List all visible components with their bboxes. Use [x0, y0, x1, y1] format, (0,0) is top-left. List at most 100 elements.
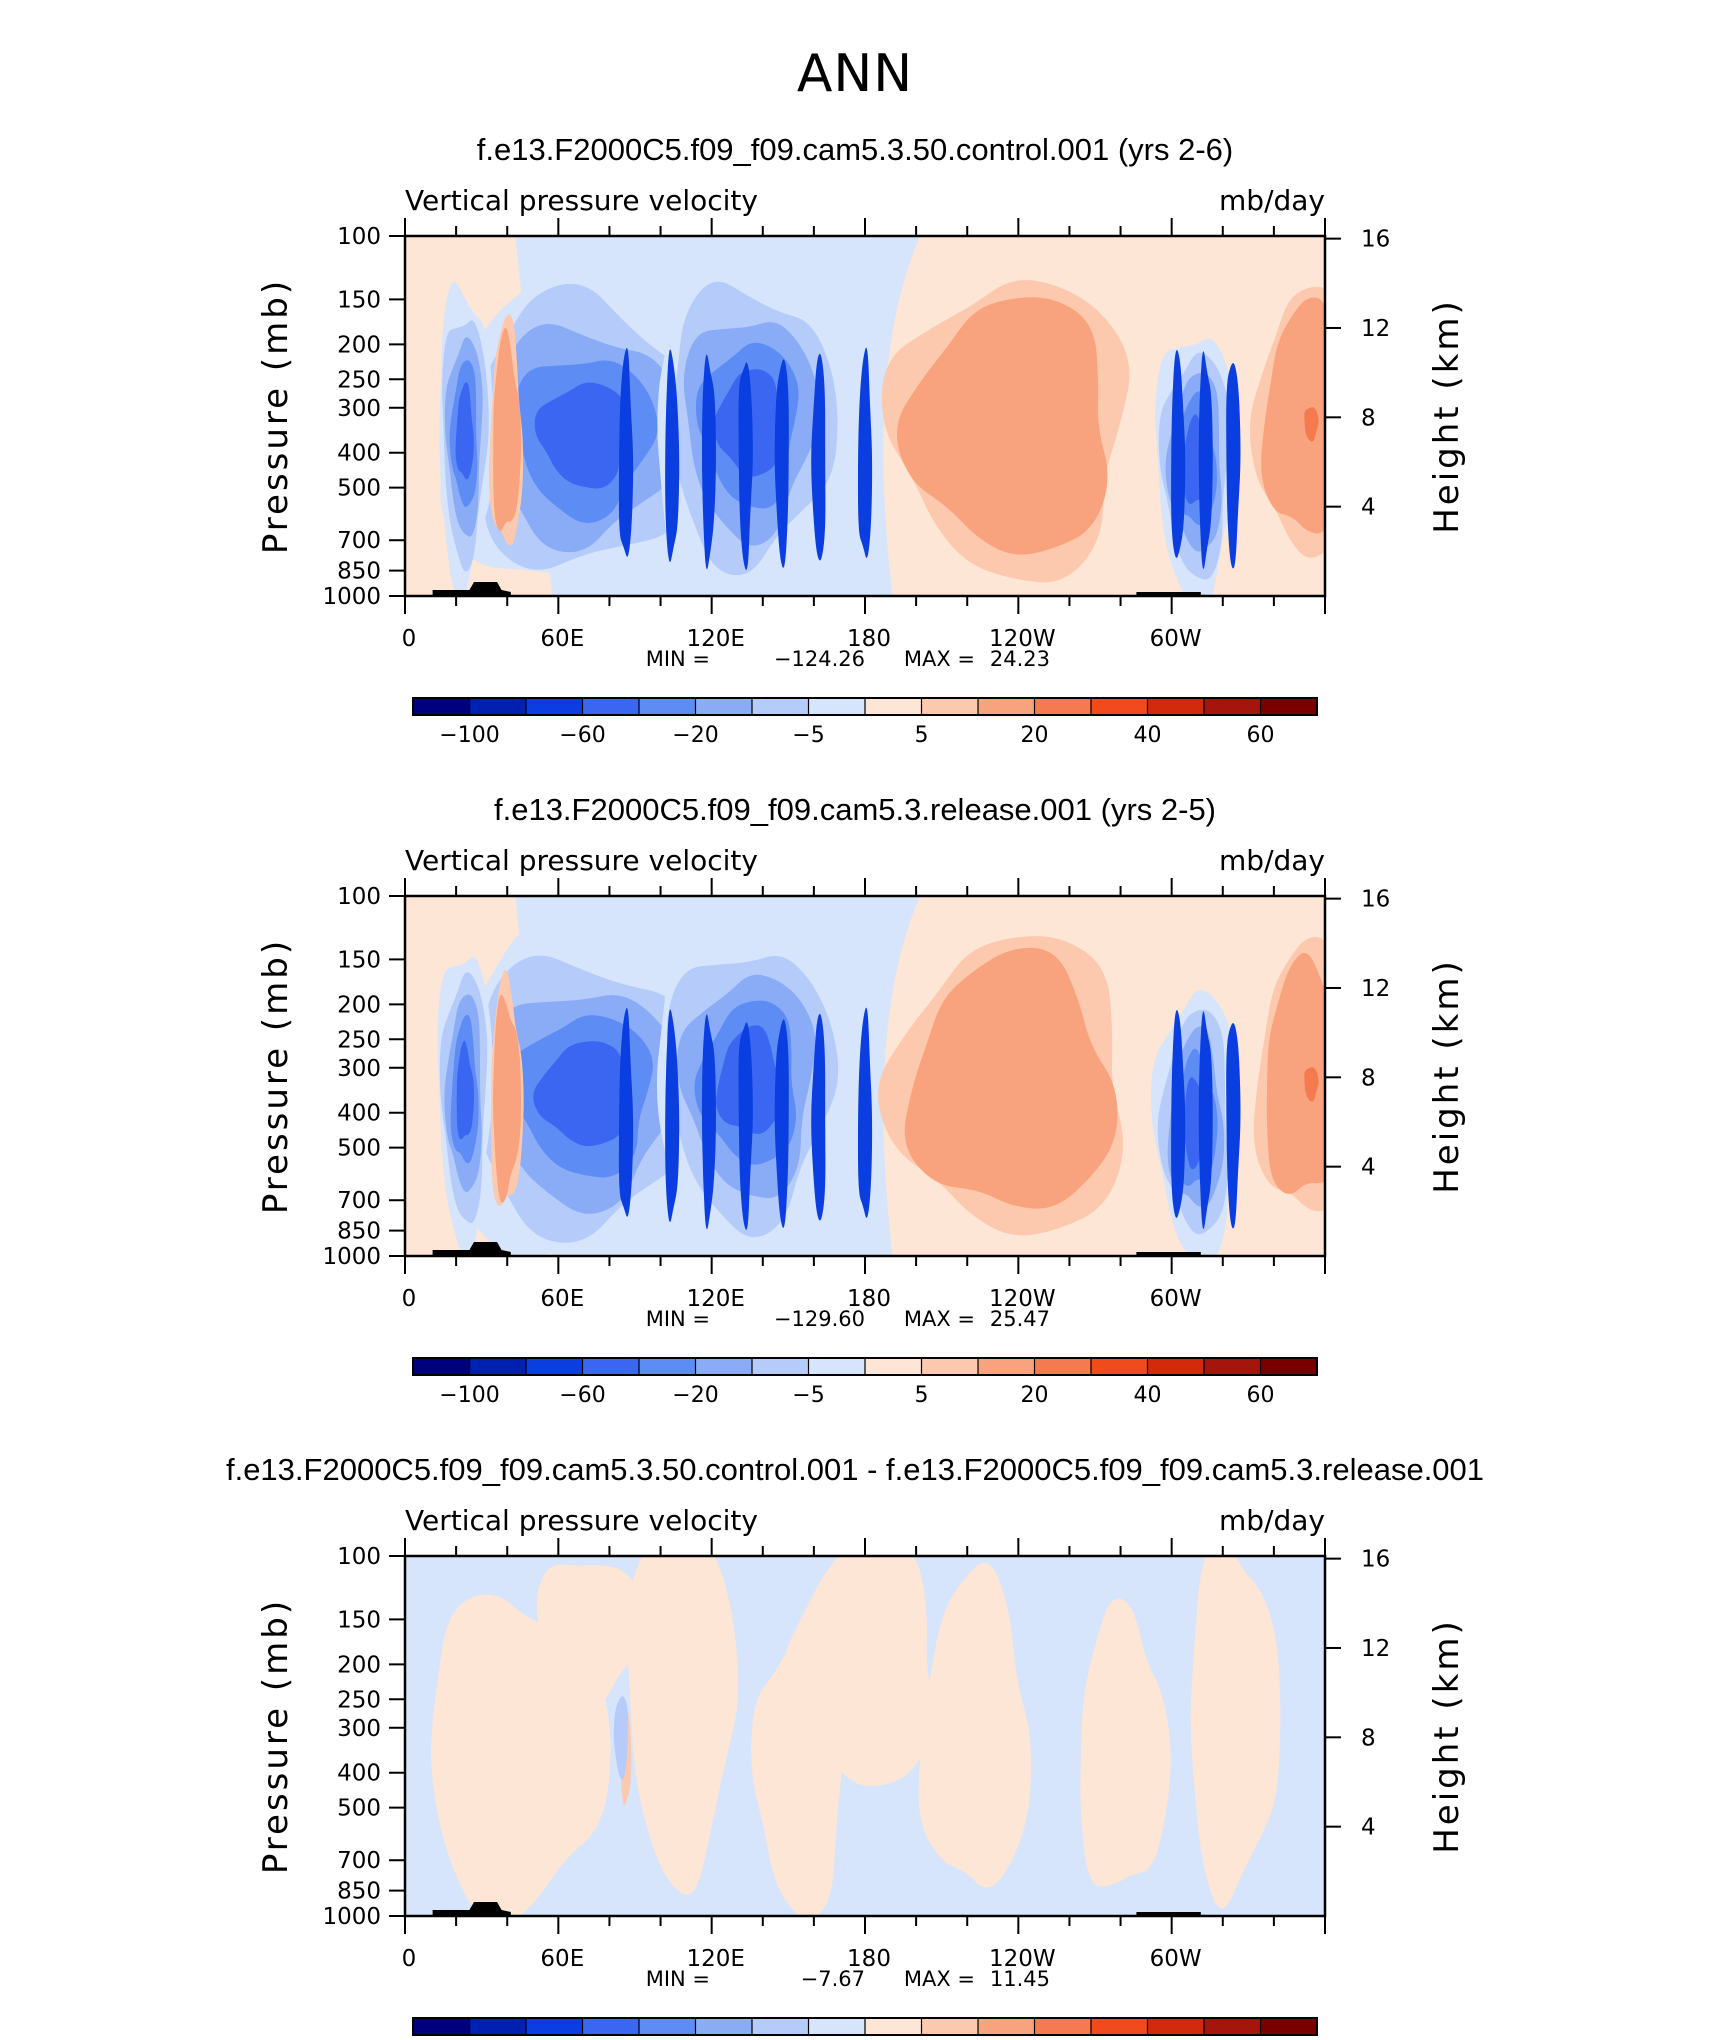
y-tick-label: 500: [337, 476, 381, 502]
min-label: MIN =: [646, 647, 710, 671]
colorbar-label: 20: [1021, 723, 1049, 748]
colorbar-label: 60: [1247, 723, 1275, 748]
colorbar-label: −5: [792, 1383, 824, 1408]
x-tick-label: 120W: [989, 1286, 1056, 1312]
x-tick-label: 60W: [1150, 1946, 1202, 1972]
y-tick-label: 1000: [322, 1904, 381, 1930]
y-tick-label-right: 8: [1361, 405, 1376, 431]
panel-subtitle-right: mb/day: [1219, 184, 1325, 217]
y-tick-label-right: 12: [1361, 316, 1390, 342]
y-tick-label: 400: [337, 441, 381, 467]
colorbar-swatch: [469, 698, 527, 715]
colorbar-label: −60: [559, 1383, 605, 1408]
y-tick-label-right: 4: [1361, 1815, 1376, 1841]
min-value: −7.67: [801, 1967, 865, 1991]
y-tick-label: 250: [337, 1027, 381, 1053]
topography: [432, 582, 1201, 596]
colorbar-swatch: [752, 2018, 809, 2035]
colorbar-swatch: [1204, 1358, 1261, 1375]
y-tick-label: 700: [337, 528, 381, 554]
colorbar-swatch: [1147, 698, 1205, 715]
colorbar-swatch: [695, 1358, 753, 1375]
colorbar-swatch: [808, 698, 866, 715]
y-tick-label: 300: [337, 396, 381, 422]
colorbar-swatch: [808, 1358, 866, 1375]
y-tick-label-right: 8: [1361, 1065, 1376, 1091]
colorbar-swatch: [582, 698, 640, 715]
y-tick-label: 100: [337, 884, 381, 910]
figure-title: ANN: [796, 44, 914, 104]
min-label: MIN =: [646, 1307, 710, 1331]
x-tick-label: 120E: [686, 626, 744, 652]
y-tick-label: 300: [337, 1716, 381, 1742]
colorbar-swatch: [639, 1358, 696, 1375]
colorbar-swatch: [921, 1358, 979, 1375]
colorbar-swatch: [752, 698, 809, 715]
max-label: MAX =: [904, 1967, 975, 1991]
colorbar-swatch: [1260, 698, 1318, 715]
y-tick-label: 150: [337, 947, 381, 973]
colorbar-swatch: [695, 2018, 753, 2035]
colorbar-swatch: [978, 2018, 1035, 2035]
y-tick-label-right: 16: [1361, 887, 1390, 913]
colorbar-label: −20: [672, 1383, 718, 1408]
y-tick-label: 850: [337, 1879, 381, 1905]
y-axis-title: Pressure (mb): [256, 1598, 296, 1874]
y-axis-title-right: Height (km): [1427, 298, 1467, 534]
y-tick-label: 500: [337, 1136, 381, 1162]
y-tick-label: 1000: [322, 1244, 381, 1270]
colorbar-label: 60: [1247, 1383, 1275, 1408]
colorbar-swatch: [1260, 2018, 1318, 2035]
colorbar-swatch: [1147, 1358, 1205, 1375]
colorbar-swatch: [639, 698, 696, 715]
max-label: MAX =: [904, 1307, 975, 1331]
y-tick-label: 1000: [322, 584, 381, 610]
y-axis-title: Pressure (mb): [256, 278, 296, 554]
colorbar: −100 −60 −20 −5 5 20 40 60: [412, 1357, 1318, 1408]
y-tick-label: 250: [337, 367, 381, 393]
y-tick-label: 150: [337, 287, 381, 313]
x-tick-label: 0: [402, 626, 417, 652]
colorbar-label: 5: [915, 1383, 929, 1408]
min-value: −124.26: [774, 647, 865, 671]
contour-field: [405, 236, 1325, 596]
contour-field: [405, 896, 1325, 1256]
y-tick-label-right: 8: [1361, 1725, 1376, 1751]
topography: [432, 1902, 1201, 1916]
panel-subtitle-right: mb/day: [1219, 844, 1325, 877]
topography: [432, 1242, 1201, 1256]
colorbar-swatch: [921, 698, 979, 715]
colorbar-label: 5: [915, 723, 929, 748]
y-tick-label-right: 4: [1361, 495, 1376, 521]
x-tick-label: 120W: [989, 626, 1056, 652]
y-tick-label-right: 12: [1361, 976, 1390, 1002]
y-tick-label: 150: [337, 1607, 381, 1633]
y-tick-label: 700: [337, 1848, 381, 1874]
x-tick-label: 120E: [686, 1946, 744, 1972]
colorbar-swatch: [865, 698, 922, 715]
y-tick-label: 850: [337, 1219, 381, 1245]
y-tick-label-right: 12: [1361, 1636, 1390, 1662]
colorbar-label: −60: [559, 723, 605, 748]
colorbar-swatch: [413, 2018, 470, 2035]
x-tick-label: 180: [847, 1286, 891, 1312]
x-tick-label: 60E: [540, 1286, 584, 1312]
max-value: 11.45: [990, 1967, 1050, 1991]
chart-panel: Vertical pressure velocity mb/day 100 150 20…: [256, 184, 1467, 748]
y-axis-title: Pressure (mb): [256, 938, 296, 1214]
colorbar: −50−40−30−20−15−10−505101520304050: [412, 2017, 1318, 2036]
y-tick-label: 100: [337, 1544, 381, 1570]
y-tick-label: 400: [337, 1101, 381, 1127]
colorbar-swatch: [413, 1358, 470, 1375]
chart-panel: Vertical pressure velocity mb/day 100 150 20…: [256, 844, 1467, 1408]
colorbar-swatch: [526, 1358, 583, 1375]
y-tick-label: 400: [337, 1761, 381, 1787]
y-tick-label: 200: [337, 1652, 381, 1678]
x-tick-label: 60W: [1150, 626, 1202, 652]
colorbar-swatch: [469, 1358, 527, 1375]
y-tick-label: 100: [337, 224, 381, 250]
colorbar-swatch: [1260, 1358, 1318, 1375]
colorbar-swatch: [1034, 698, 1092, 715]
max-value: 25.47: [990, 1307, 1050, 1331]
x-tick-label: 0: [402, 1946, 417, 1972]
